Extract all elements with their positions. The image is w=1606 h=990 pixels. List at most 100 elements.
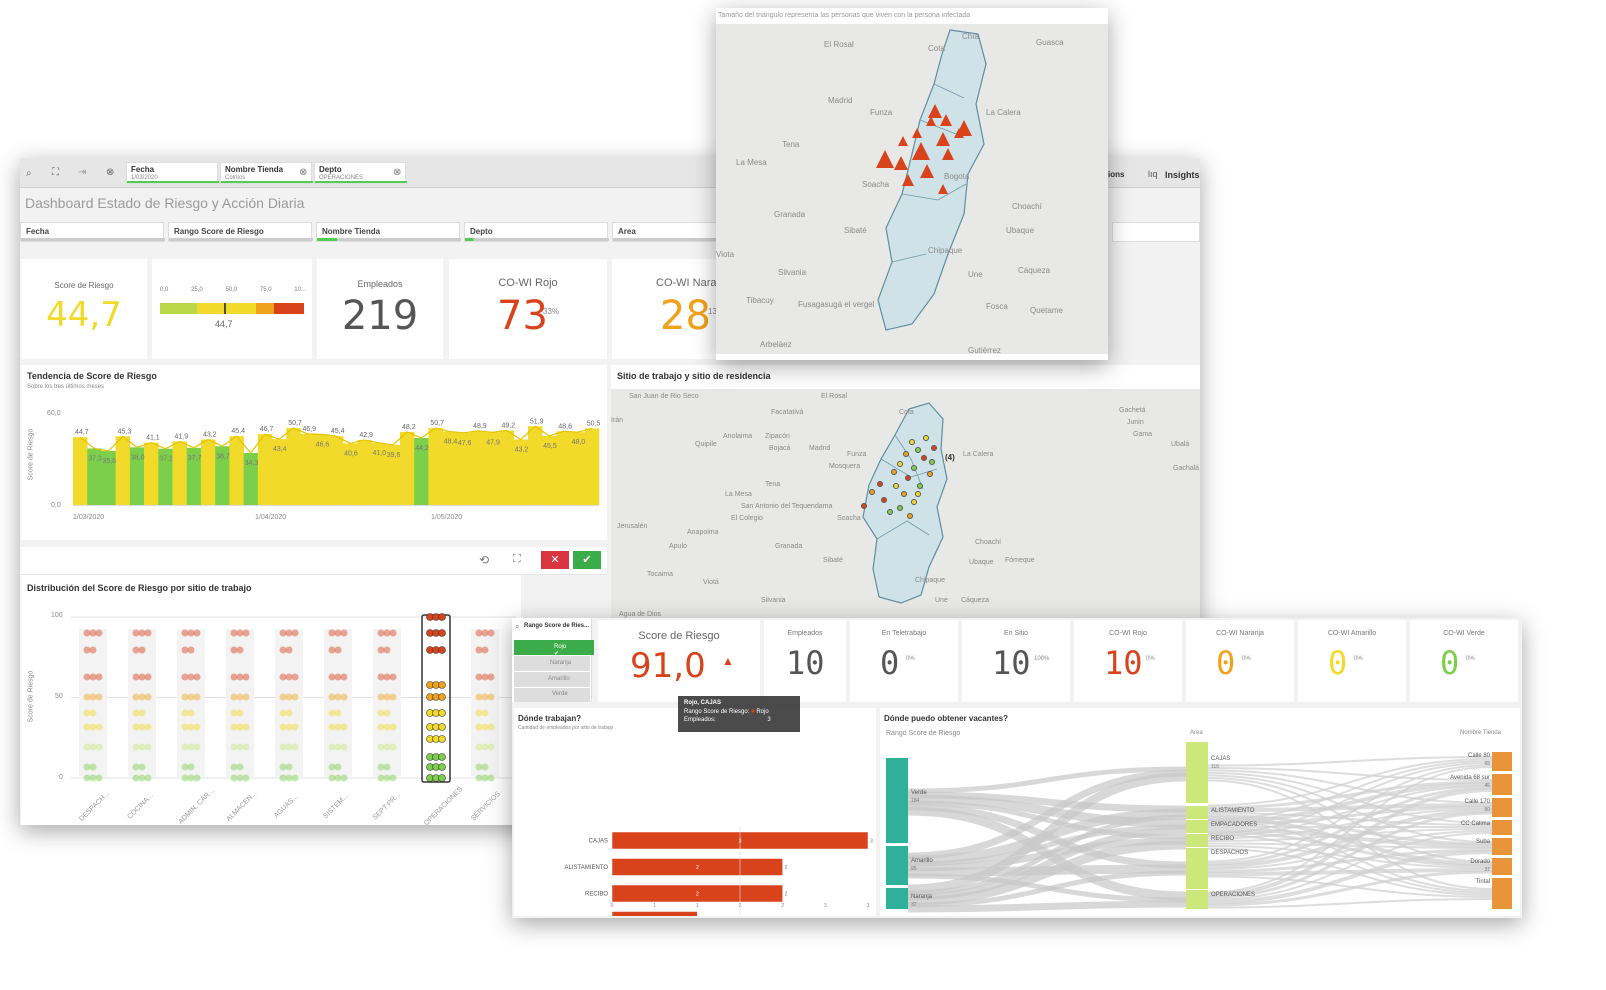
- selection-chip-fecha[interactable]: Fecha 1/03/2020: [126, 162, 219, 184]
- overlay-kpi-card[interactable]: CO-WI Rojo 10 0%: [1074, 620, 1182, 702]
- residence-point[interactable]: [923, 435, 929, 441]
- donde-trabajan-card[interactable]: Dónde trabajan? Cantidad de empleados po…: [514, 708, 876, 916]
- kpi-cowi-naranja[interactable]: CO-WI Naran 28 13: [612, 259, 732, 359]
- infection-triangle-icon[interactable]: [876, 150, 894, 168]
- select-region-icon[interactable]: ⛶: [52, 167, 59, 178]
- step-forward-icon[interactable]: ⇥: [78, 167, 87, 178]
- residence-point[interactable]: [927, 471, 933, 477]
- selection-chip-nombre-tienda[interactable]: Nombre Tienda Colritos ⊗: [220, 162, 313, 184]
- listbox-item-rojo[interactable]: Rojo ✔: [514, 640, 594, 657]
- filter-nombre-tienda[interactable]: Nombre Tienda: [316, 222, 461, 242]
- distribution-chart-card[interactable]: Distribución del Score de Riesgo por sit…: [21, 575, 521, 825]
- trend-bar: [257, 434, 273, 505]
- kpi-empleados[interactable]: Empleados 219: [317, 259, 443, 359]
- listbox-item-verde[interactable]: Verde: [514, 688, 590, 702]
- infection-triangle-icon[interactable]: [894, 156, 908, 170]
- kpi-gauge[interactable]: 0,0 25,0 50,0 75,0 10... 44,7: [152, 259, 312, 359]
- bar-chart[interactable]: CAJAS33ALISTAMIENTO22RECIBO22COORDINADOR…: [514, 708, 876, 916]
- sankey-chart[interactable]: [880, 708, 1520, 916]
- residence-point[interactable]: [877, 481, 883, 487]
- insights-button[interactable]: Insights: [1165, 170, 1200, 180]
- infection-triangle-icon[interactable]: [920, 164, 934, 178]
- trend-chart-card[interactable]: Tendencia de Score de Riesgo Sobre los t…: [21, 365, 607, 540]
- infection-triangle-icon[interactable]: [912, 128, 922, 138]
- cancel-selection-button[interactable]: ✕: [541, 551, 569, 569]
- infection-triangle-icon[interactable]: [902, 174, 914, 186]
- map-town-label: Agua de Dios: [619, 611, 662, 618]
- trend-chart[interactable]: 44,7 45,341,1 41,9 43,2 45,4 46,750,746,9 45,4…: [21, 365, 607, 540]
- residence-point[interactable]: [869, 489, 875, 495]
- infection-triangle-icon[interactable]: [912, 142, 930, 160]
- infection-triangle-icon[interactable]: [938, 184, 948, 194]
- sankey-card[interactable]: Dónde puedo obtener vacantes? Rango Scor…: [880, 708, 1520, 916]
- filter-depto[interactable]: Depto: [464, 222, 609, 242]
- smart-search-icon[interactable]: ⌕: [26, 168, 32, 179]
- distribution-chart[interactable]: [21, 575, 521, 825]
- map-residence[interactable]: (4) San Juan de Rio Seco Facatativá El Ros…: [611, 389, 1200, 620]
- infection-triangle-icon[interactable]: [954, 128, 964, 138]
- residence-point[interactable]: [909, 439, 915, 445]
- overlay-kpi-card[interactable]: Empleados 10: [764, 620, 846, 702]
- overlay-kpi-card[interactable]: CO-WI Verde 0 0%: [1410, 620, 1518, 702]
- map-town-label: Mosquera: [829, 463, 861, 470]
- remove-selection-icon[interactable]: ⊗: [299, 167, 308, 178]
- distribution-point: [83, 709, 91, 717]
- selection-chip-depto[interactable]: Depto OPERACIONES ⊗: [314, 162, 407, 184]
- distribution-point: [230, 763, 238, 771]
- kpi-cowi-rojo[interactable]: CO-WI Rojo 73 33%: [449, 259, 607, 359]
- residence-point[interactable]: [901, 491, 907, 497]
- toolbar-partial-button[interactable]: ions: [1108, 170, 1125, 179]
- infection-triangle-icon[interactable]: [942, 148, 954, 160]
- map-infections[interactable]: El Rosal Cota Chía Guasca Madrid Funza La Cale…: [716, 24, 1108, 354]
- confirm-selection-button[interactable]: ✔: [573, 551, 601, 569]
- residence-point[interactable]: [917, 483, 923, 489]
- clear-selections-icon[interactable]: ⊗: [106, 167, 115, 178]
- overlay-kpi-card[interactable]: En Sitio 10 100%: [962, 620, 1070, 702]
- infection-triangle-icon[interactable]: [928, 104, 942, 118]
- infection-triangle-icon[interactable]: [926, 116, 936, 126]
- cluster-badge[interactable]: (4): [945, 453, 955, 462]
- filter-extra[interactable]: [1112, 222, 1200, 242]
- residence-point[interactable]: [911, 465, 917, 471]
- overlay-kpi-card[interactable]: CO-WI Naranja 0 0%: [1186, 620, 1294, 702]
- lasso-icon[interactable]: ⟲: [479, 553, 490, 567]
- residence-point[interactable]: [861, 503, 867, 509]
- listbox-item-naranja[interactable]: Naranja: [514, 656, 590, 671]
- filter-rango-score[interactable]: Rango Score de Riesgo: [168, 222, 313, 242]
- infection-triangle-icon[interactable]: [936, 132, 950, 146]
- listbox-item-amarillo[interactable]: Amarillo: [514, 672, 590, 687]
- residence-point[interactable]: [893, 483, 899, 489]
- infection-triangle-icon[interactable]: [898, 136, 908, 146]
- residence-point[interactable]: [911, 499, 917, 505]
- trend-bar: [357, 439, 372, 505]
- residence-point[interactable]: [931, 445, 937, 451]
- filter-area[interactable]: Area: [612, 222, 733, 242]
- residence-point[interactable]: [915, 491, 921, 497]
- trend-line: [79, 425, 593, 454]
- listbox-search-icon[interactable]: ⌕: [515, 622, 520, 631]
- residence-point[interactable]: [891, 469, 897, 475]
- listbox-rango[interactable]: ⌕ Rango Score de Ries... Rojo ✔ Naranja …: [512, 618, 594, 702]
- residence-point[interactable]: [897, 505, 903, 511]
- residence-point[interactable]: [905, 475, 911, 481]
- residence-point[interactable]: [881, 497, 887, 503]
- overlay-kpi-score[interactable]: Score de Riesgo 91,0 ▲: [598, 620, 760, 702]
- map-residence-card[interactable]: Sitio de trabajo y sitio de residencia (…: [611, 365, 1200, 620]
- overlay-kpi-card[interactable]: CO-WI Amarillo 0 0%: [1298, 620, 1406, 702]
- residence-point[interactable]: [907, 513, 913, 519]
- distribution-point: [187, 709, 195, 717]
- map-town-label: Fosca: [986, 302, 1008, 311]
- insights-icon: lıq: [1148, 169, 1158, 179]
- remove-selection-icon[interactable]: ⊗: [393, 167, 402, 178]
- filter-fecha[interactable]: Fecha: [20, 222, 165, 242]
- infection-triangle-icon[interactable]: [940, 114, 952, 126]
- residence-point[interactable]: [903, 451, 909, 457]
- residence-point[interactable]: [897, 461, 903, 467]
- residence-point[interactable]: [915, 447, 921, 453]
- kpi-score-riesgo[interactable]: Score de Riesgo 44,7: [21, 259, 147, 359]
- select-rect-icon[interactable]: ⛶: [513, 553, 521, 565]
- residence-point[interactable]: [921, 455, 927, 461]
- overlay-kpi-card[interactable]: En Teletrabajo 0 0%: [850, 620, 958, 702]
- residence-point[interactable]: [929, 459, 935, 465]
- residence-point[interactable]: [887, 509, 893, 515]
